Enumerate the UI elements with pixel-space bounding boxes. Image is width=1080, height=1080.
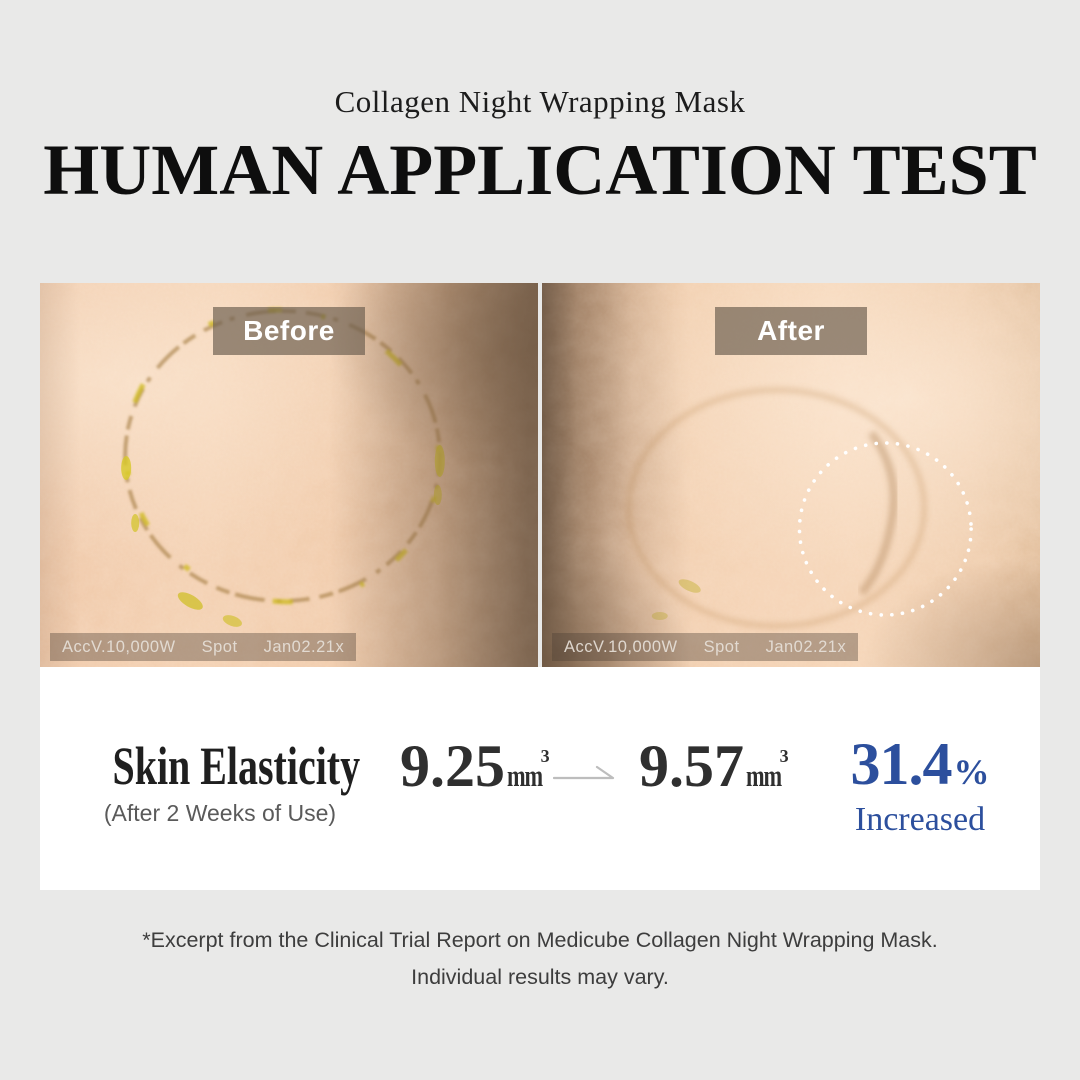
unit-mm3: mm3 bbox=[507, 746, 550, 793]
percent-sign: % bbox=[953, 752, 990, 792]
page-title: HUMAN APPLICATION TEST bbox=[43, 130, 1037, 210]
product-subtitle: Collagen Night Wrapping Mask bbox=[334, 84, 746, 119]
after-label: After bbox=[715, 307, 867, 355]
percent-value-line: 31.4% bbox=[845, 734, 995, 794]
metric-block: Skin Elasticity (After 2 Weeks of Use) bbox=[69, 739, 371, 827]
after-highlight-overlay bbox=[797, 441, 973, 617]
metric-name: Skin Elasticity bbox=[112, 736, 361, 796]
before-photo: Before AccV.10,000W Spot Jan02.21x bbox=[40, 283, 538, 667]
before-after-comparison: Before AccV.10,000W Spot Jan02.21x bbox=[40, 283, 1040, 667]
after-value-number: 9.57 bbox=[639, 733, 744, 799]
disclaimer: *Excerpt from the Clinical Trial Report … bbox=[0, 928, 1080, 989]
before-label-text: Before bbox=[243, 315, 335, 346]
meta-magnification: Jan02.21x bbox=[765, 637, 847, 656]
meta-accv: AccV.10,000W bbox=[564, 637, 678, 656]
arrow-right-icon bbox=[553, 765, 615, 780]
percent-caption: Increased bbox=[854, 801, 986, 838]
dotted-highlight-circle bbox=[797, 441, 973, 617]
meta-accv: AccV.10,000W bbox=[62, 637, 176, 656]
after-value: 9.57mm3 bbox=[639, 736, 789, 796]
before-value-number: 9.25 bbox=[400, 733, 505, 799]
before-value: 9.25mm3 bbox=[400, 736, 550, 796]
after-meta-bar: AccV.10,000W Spot Jan02.21x bbox=[552, 633, 859, 661]
after-label-text: After bbox=[757, 315, 825, 346]
meta-magnification: Jan02.21x bbox=[263, 637, 345, 656]
after-photo: After AccV.10,000W Spot Jan02.21x bbox=[542, 283, 1040, 667]
results-panel: Skin Elasticity (After 2 Weeks of Use) 9… bbox=[40, 667, 1040, 890]
disclaimer-line1: *Excerpt from the Clinical Trial Report … bbox=[142, 928, 938, 952]
percent-block: 31.4% Increased bbox=[845, 734, 995, 837]
percent-number: 31.4 bbox=[850, 731, 953, 797]
meta-spot: Spot bbox=[703, 637, 740, 656]
metric-duration: (After 2 Weeks of Use) bbox=[103, 800, 337, 826]
meta-spot: Spot bbox=[201, 637, 238, 656]
unit-mm3: mm3 bbox=[746, 746, 789, 793]
before-meta-bar: AccV.10,000W Spot Jan02.21x bbox=[50, 633, 357, 661]
before-label: Before bbox=[213, 307, 365, 355]
disclaimer-line2: Individual results may vary. bbox=[411, 964, 669, 989]
